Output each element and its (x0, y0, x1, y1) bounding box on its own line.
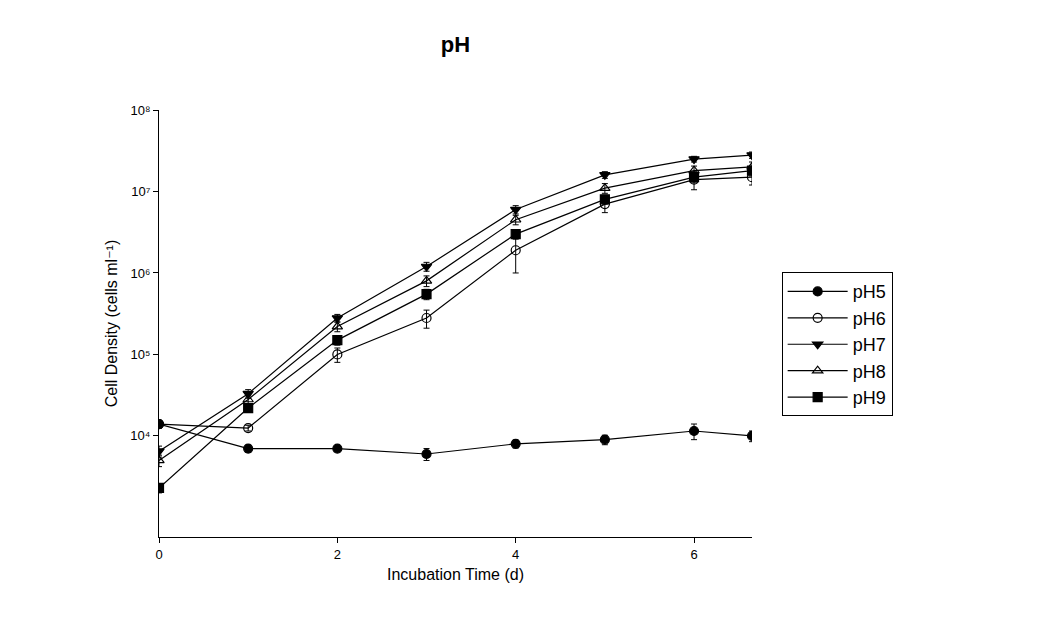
svg-text:6: 6 (690, 547, 697, 562)
svg-text:pH9: pH9 (853, 388, 886, 408)
svg-text:4: 4 (512, 547, 519, 562)
svg-text:10⁴: 10⁴ (130, 428, 150, 443)
svg-text:pH8: pH8 (853, 362, 886, 382)
svg-text:10⁶: 10⁶ (131, 266, 151, 281)
svg-text:10⁷: 10⁷ (131, 184, 150, 199)
svg-text:pH6: pH6 (853, 309, 886, 329)
svg-text:pH: pH (441, 32, 470, 57)
svg-text:Cell Density (cells ml⁻¹): Cell Density (cells ml⁻¹) (103, 240, 120, 408)
svg-text:0: 0 (155, 547, 162, 562)
svg-text:2: 2 (334, 547, 341, 562)
svg-text:pH7: pH7 (853, 335, 886, 355)
svg-text:10⁸: 10⁸ (130, 103, 150, 118)
svg-text:pH5: pH5 (853, 282, 886, 302)
svg-text:Incubation Time (d): Incubation Time (d) (387, 566, 524, 583)
svg-text:10⁵: 10⁵ (131, 347, 151, 362)
